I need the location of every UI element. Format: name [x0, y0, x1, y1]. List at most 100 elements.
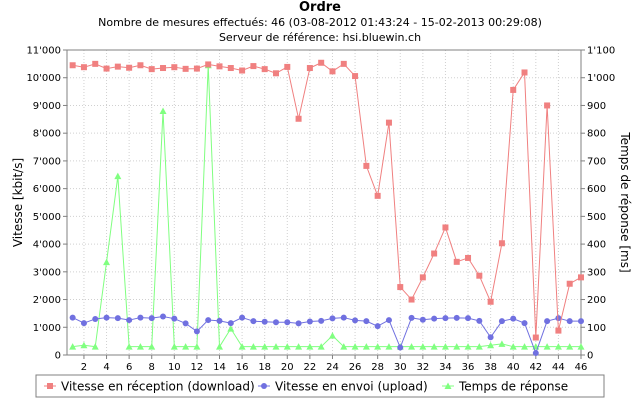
legend-marker — [47, 383, 53, 389]
data-point-upload — [205, 317, 212, 324]
data-point-response-time — [261, 343, 269, 350]
data-point-download — [419, 274, 426, 281]
data-point-upload — [578, 318, 584, 325]
data-point-response-time — [91, 343, 99, 350]
data-point-download — [352, 73, 359, 80]
data-point-upload — [465, 315, 472, 322]
x-tick-label: 18 — [258, 362, 271, 373]
legend-item-response-time: Temps de réponse — [442, 380, 568, 394]
y-left-tick-label: 6'000 — [33, 184, 61, 195]
y-axis-left-label: Vitesse [kbit/s] — [11, 158, 25, 247]
data-point-upload — [193, 328, 200, 335]
data-point-upload — [453, 314, 460, 321]
data-point-upload — [160, 313, 167, 320]
x-tick-label: 16 — [236, 362, 249, 373]
plot-frame — [66, 49, 582, 356]
chart-title: Ordre — [299, 0, 341, 15]
data-point-response-time — [306, 343, 314, 350]
legend-label: Vitesse en envoi (upload) — [275, 380, 428, 394]
data-point-download — [272, 70, 279, 77]
data-point-response-time — [103, 258, 111, 266]
legend-marker — [444, 382, 452, 389]
data-point-response-time — [272, 343, 280, 350]
data-point-upload — [476, 317, 483, 324]
data-point-upload — [182, 320, 189, 327]
data-point-upload — [408, 314, 415, 321]
data-point-response-time — [362, 343, 370, 350]
data-point-download — [216, 63, 223, 70]
data-point-upload — [92, 315, 99, 322]
y-right-tick-label: 700 — [587, 156, 606, 167]
y-right-tick-label: 200 — [587, 295, 606, 306]
data-point-response-time — [487, 341, 495, 349]
data-point-response-time — [498, 340, 506, 347]
data-point-download — [160, 65, 167, 72]
legend-marker — [261, 383, 267, 389]
x-tick-label: 24 — [326, 362, 339, 373]
data-point-upload — [510, 315, 517, 322]
data-point-response-time — [238, 343, 246, 350]
data-point-upload — [306, 318, 313, 325]
legend-item-upload: Vitesse en envoi (upload) — [258, 380, 428, 394]
data-point-response-time — [521, 343, 529, 350]
x-tick-label: 28 — [371, 362, 384, 373]
data-point-upload — [532, 350, 539, 357]
data-point-upload — [397, 344, 404, 351]
data-point-download — [182, 65, 189, 72]
y-right-tick-label: 100 — [587, 323, 606, 334]
data-point-response-time — [509, 343, 517, 350]
data-point-upload — [374, 323, 381, 330]
x-tick-label: 4 — [103, 362, 109, 373]
data-point-download — [431, 250, 438, 257]
data-point-upload — [329, 315, 336, 322]
y-left-tick-label: 11'000 — [26, 46, 61, 57]
data-point-upload — [442, 315, 449, 322]
data-point-upload — [126, 317, 133, 324]
y-right-tick-label: 1'000 — [587, 73, 615, 84]
y-left-tick-label: 3'000 — [33, 267, 61, 278]
chart-subtitle-measurements: Nombre de mesures effectués: 46 (03-08-2… — [98, 16, 542, 29]
data-point-response-time — [148, 343, 156, 350]
data-point-upload — [239, 314, 246, 321]
data-point-upload — [363, 318, 370, 325]
data-point-download — [69, 62, 76, 69]
series-response-time — [69, 61, 585, 350]
data-point-response-time — [249, 343, 257, 350]
x-tick-label: 26 — [349, 362, 362, 373]
data-point-download — [295, 115, 302, 122]
x-tick-label: 22 — [304, 362, 317, 373]
y-left-tick-label: 0 — [55, 351, 61, 362]
x-tick-label: 44 — [552, 362, 565, 373]
data-point-upload — [261, 318, 268, 325]
y-left-tick-label: 9'000 — [33, 101, 61, 112]
data-point-upload — [431, 315, 438, 322]
data-point-upload — [69, 314, 76, 321]
data-point-response-time — [408, 343, 416, 350]
data-point-response-time — [577, 343, 585, 350]
data-point-response-time — [374, 343, 382, 350]
data-point-download — [340, 60, 347, 67]
x-tick-label: 20 — [281, 362, 294, 373]
data-point-upload — [216, 317, 223, 324]
y-left-tick-label: 1'000 — [33, 323, 61, 334]
data-point-upload — [80, 320, 87, 327]
data-point-download — [80, 64, 87, 71]
data-point-download — [544, 102, 551, 109]
data-point-download — [227, 65, 234, 72]
data-point-download — [284, 63, 291, 70]
data-point-response-time — [385, 343, 393, 350]
data-point-response-time — [566, 343, 574, 350]
data-point-response-time — [430, 343, 438, 350]
data-point-download — [465, 254, 472, 261]
data-point-download — [261, 66, 268, 73]
data-point-download — [193, 65, 200, 72]
x-tick-label: 30 — [394, 362, 407, 373]
legend-item-download: Vitesse en réception (download) — [44, 380, 255, 394]
data-point-download — [103, 65, 110, 72]
data-point-download — [442, 224, 449, 231]
data-point-download — [521, 69, 528, 76]
data-point-download — [408, 296, 415, 303]
data-point-upload — [340, 314, 347, 321]
data-point-upload — [498, 318, 505, 325]
